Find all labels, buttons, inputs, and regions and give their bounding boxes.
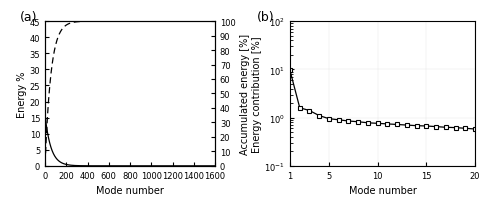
Text: (b): (b) xyxy=(256,10,274,23)
Y-axis label: Accumulated energy [%]: Accumulated energy [%] xyxy=(240,34,250,154)
Y-axis label: Energy %: Energy % xyxy=(16,71,26,117)
X-axis label: Mode number: Mode number xyxy=(96,185,164,195)
Text: (a): (a) xyxy=(20,10,37,23)
Y-axis label: Energy contribution [%]: Energy contribution [%] xyxy=(252,36,262,152)
X-axis label: Mode number: Mode number xyxy=(348,185,416,195)
